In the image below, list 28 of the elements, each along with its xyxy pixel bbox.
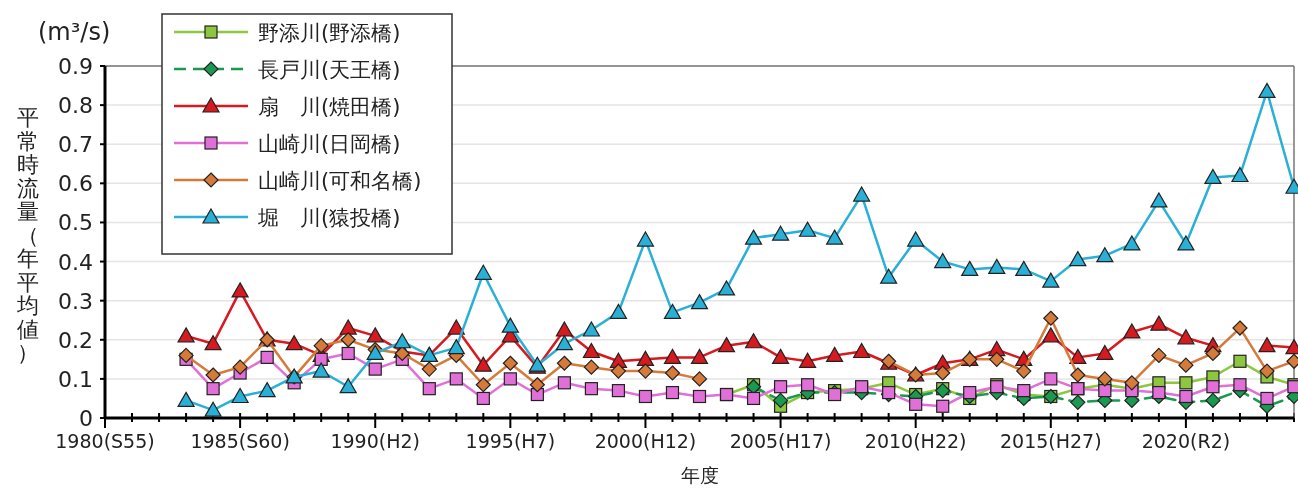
x-tick-label: 1995(H7)	[465, 430, 556, 452]
legend-label: 山崎川(日岡橋)	[258, 132, 401, 156]
x-tick-label: 1980(S55)	[55, 430, 155, 452]
y-tick-label: 0.1	[58, 366, 93, 392]
legend-label: 扇 川(焼田橋)	[258, 95, 401, 119]
x-tick-label: 2015(H27)	[999, 430, 1102, 452]
text: 平常時流量（年平均値）	[17, 105, 39, 365]
x-tick-label: 1990(H2)	[330, 430, 421, 452]
y-tick-label: 0.2	[58, 327, 93, 353]
y-tick-label: 0.7	[58, 132, 93, 158]
legend-label: 長戸川(天王橋)	[258, 58, 401, 82]
x-tick-label: 2000(H12)	[594, 430, 697, 452]
legend-label: 堀 川(猿投橋)	[257, 206, 401, 230]
y-tick-label: 0.5	[58, 210, 93, 236]
x-tick-label: 2010(H22)	[864, 430, 967, 452]
legend-label: 野添川(野添橋)	[258, 21, 401, 45]
x-tick-label: 2020(R2)	[1141, 430, 1231, 452]
x-axis-title: 年度	[680, 464, 719, 486]
legend-label: 山崎川(可和名橋)	[258, 169, 422, 193]
y-tick-label: 0.4	[58, 249, 93, 275]
x-tick-label: 1985(S60)	[190, 430, 290, 452]
y-tick-label: 0.6	[58, 171, 93, 197]
y-tick-label: 0.9	[58, 54, 93, 79]
y-tick-label: 0	[79, 406, 93, 431]
x-tick-label: 2005(H17)	[729, 430, 832, 452]
y-tick-label: 0.8	[58, 93, 93, 119]
text: (m³/s)	[38, 18, 111, 46]
y-tick-label: 0.3	[58, 288, 93, 314]
